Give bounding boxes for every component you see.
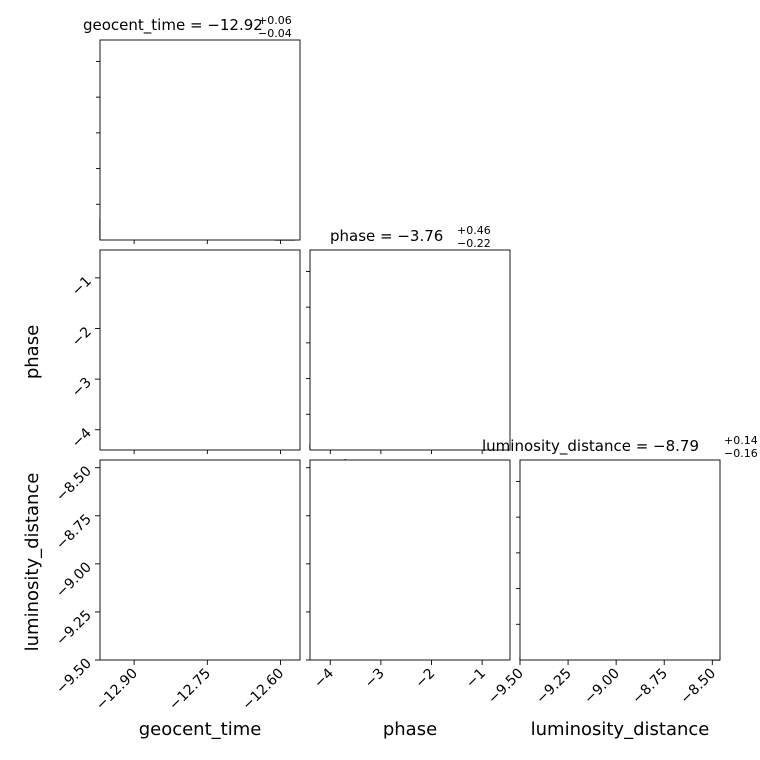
x-tick-label: −12.90 (93, 666, 141, 714)
panel-frame (99, 39, 301, 241)
y-tick-label: −9.25 (53, 607, 95, 649)
xlabel-phase: phase (383, 719, 437, 740)
x-tick-label: −12.75 (166, 666, 214, 714)
x-tick-label: −1 (463, 666, 489, 692)
title-phase-plus: +0.46 (457, 224, 491, 237)
xlabel-geocent-time: geocent_time (139, 719, 262, 740)
y-tick-label: −8.75 (53, 511, 95, 553)
ylabel-luminosity-distance: luminosity_distance (22, 473, 43, 652)
x-tick-label: −4 (311, 665, 337, 691)
ylabel-phase: phase (22, 325, 43, 379)
frames-layer (99, 39, 721, 661)
x-tick-label: −9.00 (581, 666, 623, 708)
panel-frame (519, 459, 721, 661)
y-tick-label: −2 (69, 324, 95, 350)
title-geocent-time: geocent_time = −12.92 (83, 16, 263, 35)
y-tick-label: −1 (69, 273, 95, 299)
title-phase: phase = −3.76 (330, 227, 443, 245)
x-tick-label: −9.25 (533, 666, 575, 708)
panel-frame (99, 459, 301, 661)
x-tick-label: −12.60 (239, 666, 287, 714)
y-tick-label: −9.50 (53, 656, 95, 698)
x-tick-label: −2 (412, 666, 438, 692)
title-luminosity-distance-minus: −0.16 (724, 447, 758, 460)
title-phase-minus: −0.22 (457, 237, 491, 250)
title-geocent-time-plus: +0.06 (258, 14, 292, 27)
title-luminosity-distance: luminosity_distance = −8.79 (482, 437, 699, 456)
panel-frame (309, 459, 511, 661)
y-tick-label: −9.00 (53, 559, 95, 601)
y-tick-label: −8.50 (53, 463, 95, 505)
xlabel-luminosity-distance: luminosity_distance (531, 719, 710, 740)
title-geocent-time-minus: −0.04 (258, 27, 292, 40)
x-tick-label: −3 (362, 666, 388, 692)
y-tick-label: −4 (69, 425, 95, 451)
x-tick-label: −8.75 (629, 666, 671, 708)
y-tick-label: −3 (69, 375, 95, 401)
x-tick-label: −9.50 (485, 666, 527, 708)
panel-frame (309, 249, 511, 451)
panel-frame (99, 249, 301, 451)
title-luminosity-distance-plus: +0.14 (724, 434, 758, 447)
x-tick-label: −8.50 (677, 666, 719, 708)
